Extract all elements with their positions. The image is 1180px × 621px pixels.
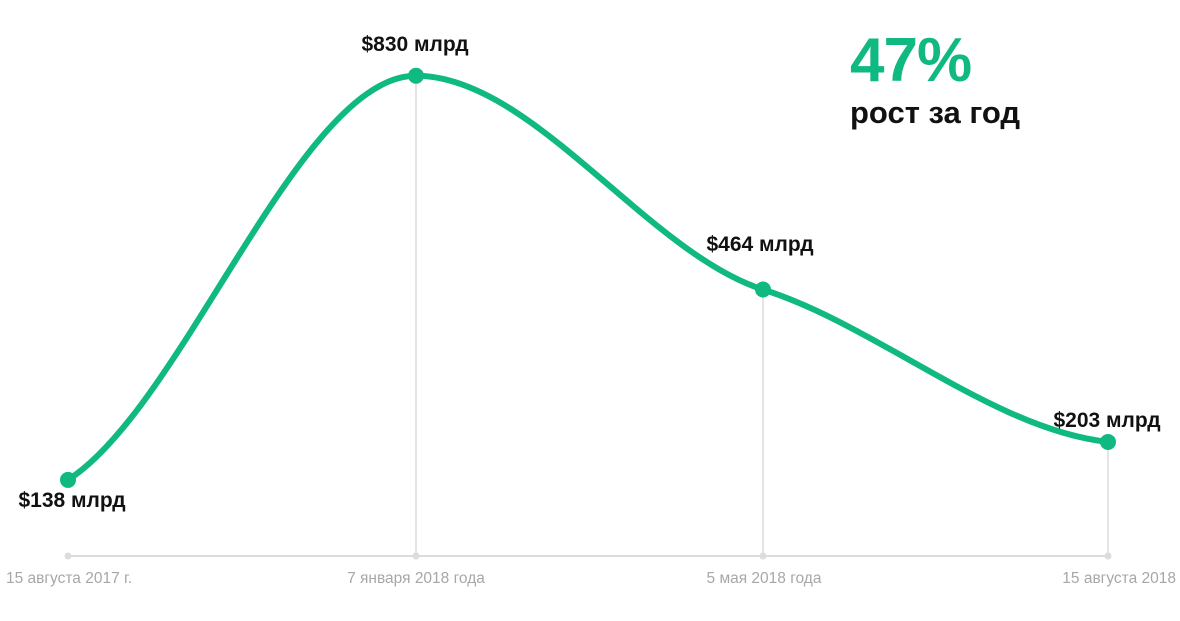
data-point [755, 281, 771, 298]
data-labels: $138 млрд $830 млрд $464 млрд $203 млрд [18, 33, 1160, 512]
data-point [1100, 433, 1116, 450]
x-tick-label: 15 августа 2018 [1062, 570, 1176, 587]
growth-percent: 47% [850, 26, 972, 95]
axis-tick [412, 552, 420, 560]
x-tick-label: 15 августа 2017 г. [6, 570, 132, 587]
data-point [60, 471, 76, 488]
x-tick-label: 5 мая 2018 года [707, 570, 822, 587]
growth-caption: рост за год [850, 95, 1021, 130]
data-label: $464 млрд [706, 233, 813, 256]
data-points [60, 67, 1116, 488]
data-label: $138 млрд [18, 489, 125, 512]
vertical-guides [415, 75, 1109, 556]
axis-tick [1104, 552, 1112, 560]
data-label: $203 млрд [1053, 409, 1160, 432]
series-line [65, 72, 1111, 483]
x-tick-label: 7 января 2018 года [347, 570, 485, 587]
growth-headline: 47% рост за год [850, 30, 1020, 130]
axis-tick [64, 552, 72, 560]
data-point [408, 67, 424, 84]
x-axis-ticks: 15 августа 2017 г. 7 января 2018 года 5 ма… [6, 552, 1176, 587]
axis-tick [759, 552, 767, 560]
data-label: $830 млрд [361, 33, 468, 56]
